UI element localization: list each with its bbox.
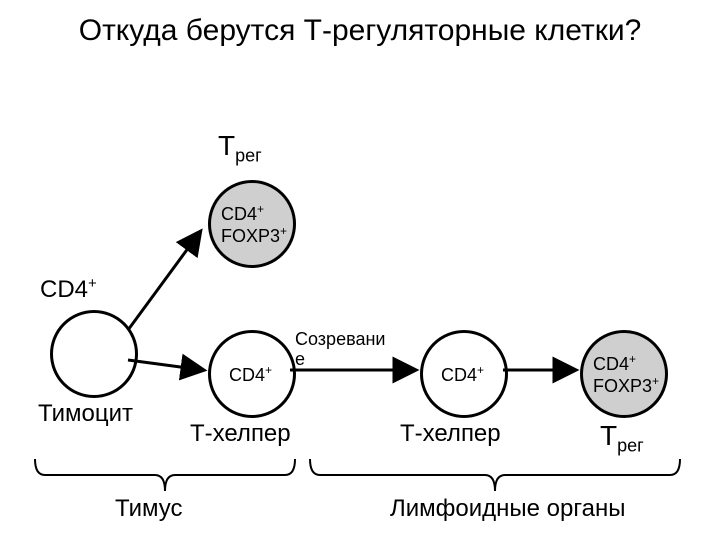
cell-treg-right-text: CD4+FOXP3+ xyxy=(593,353,659,396)
cell-thelper-a: CD4+ xyxy=(208,330,296,418)
cell-thelper-a-text: CD4+ xyxy=(229,363,272,386)
label-thymus: Тимус xyxy=(115,495,183,523)
arrows-layer xyxy=(0,0,720,540)
label-treg-top-sub: рег xyxy=(235,146,262,166)
cell-thymocyte xyxy=(50,310,138,398)
label-lymphoid: Лимфоидные органы xyxy=(390,495,625,523)
label-treg-top: Трег xyxy=(218,130,262,167)
cell-treg-top: CD4+FOXP3+ xyxy=(208,180,296,268)
label-thymocyte: Тимоцит xyxy=(38,400,133,428)
cell-thelper-b-text: CD4+ xyxy=(441,363,484,386)
cell-thelper-b: CD4+ xyxy=(420,330,508,418)
label-cd4-sup: + xyxy=(88,275,97,292)
diagram-title: Откуда берутся Т-регуляторные клетки? xyxy=(0,12,720,50)
label-maturation: Созревание xyxy=(295,330,405,370)
cell-treg-top-text: CD4+FOXP3+ xyxy=(221,203,287,246)
label-treg-right-sub: рег xyxy=(617,436,644,456)
label-cd4: CD4+ xyxy=(40,275,97,304)
label-treg-right: Трег xyxy=(600,420,644,457)
label-thelper-1: Т-хелпер xyxy=(190,420,291,448)
cell-treg-right: CD4+FOXP3+ xyxy=(580,330,668,418)
label-thelper-2: Т-хелпер xyxy=(400,420,501,448)
